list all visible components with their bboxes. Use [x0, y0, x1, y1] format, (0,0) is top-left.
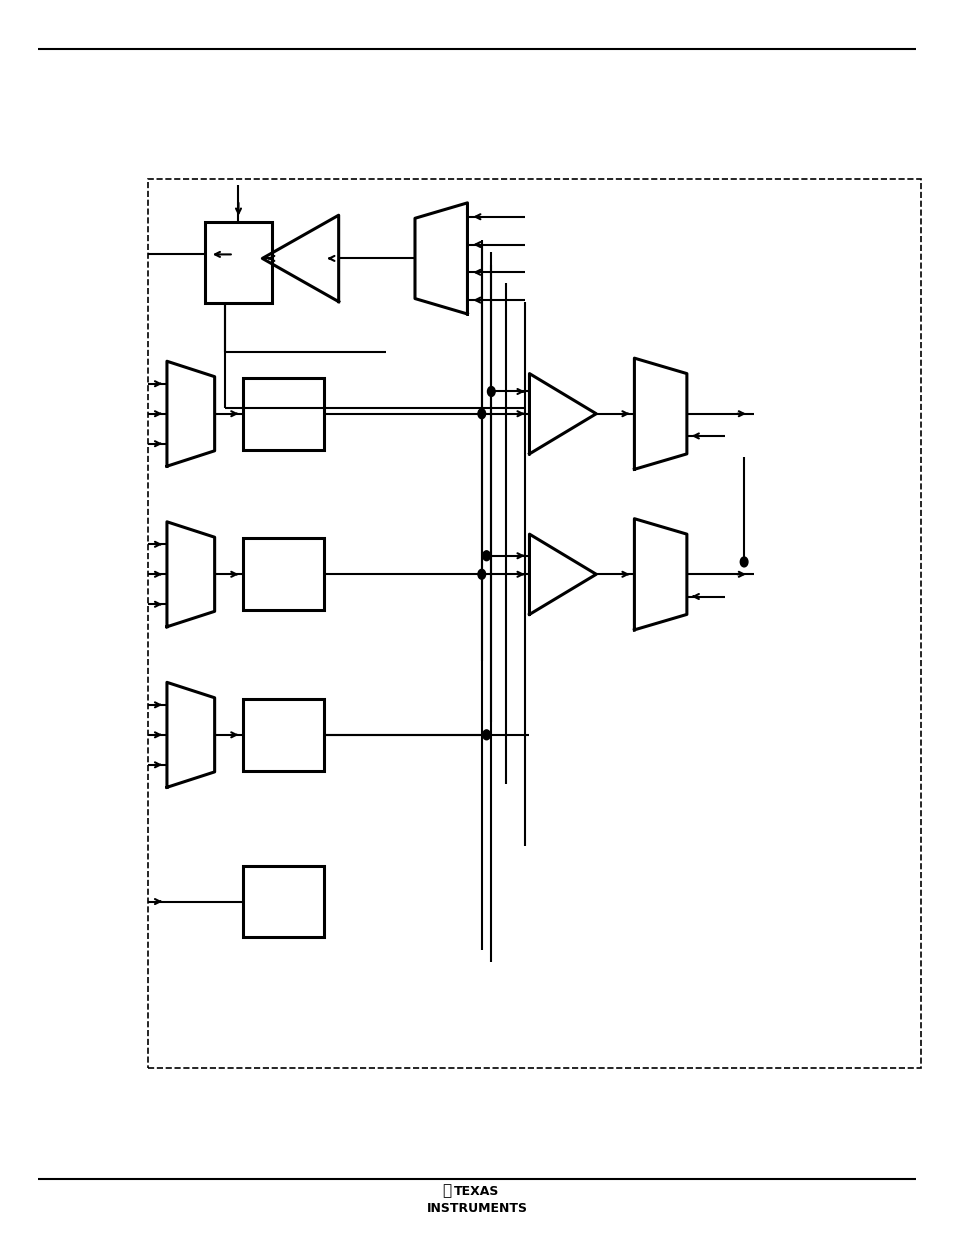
Bar [243, 378, 324, 450]
Text: ⑂: ⑂ [441, 1183, 451, 1198]
Bar [243, 866, 324, 937]
Circle shape [482, 551, 490, 561]
Bar [148, 179, 920, 1068]
Circle shape [487, 387, 495, 396]
Bar [205, 222, 272, 303]
Circle shape [477, 569, 485, 579]
Circle shape [482, 730, 490, 740]
Circle shape [740, 557, 747, 567]
Text: TEXAS
INSTRUMENTS: TEXAS INSTRUMENTS [426, 1186, 527, 1215]
Bar [243, 538, 324, 610]
Circle shape [477, 409, 485, 419]
Bar [243, 699, 324, 771]
